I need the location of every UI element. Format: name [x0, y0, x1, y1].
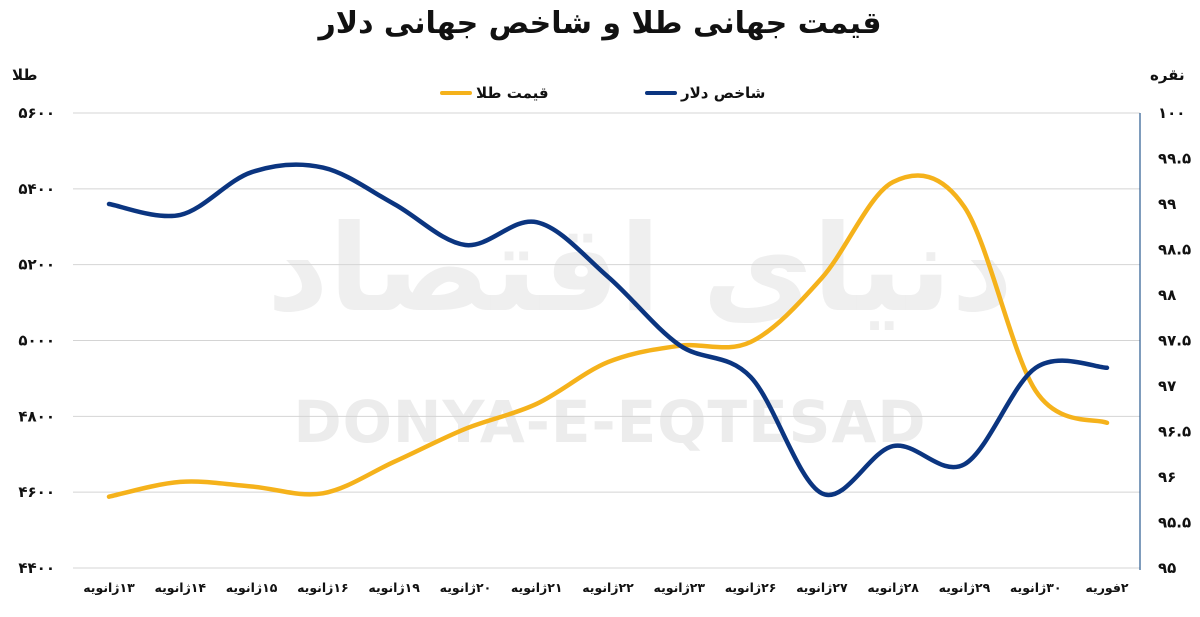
- x-tick-label: ۲۲ژانویه: [582, 580, 634, 595]
- right-tick-label: ۹۶.۵: [1158, 423, 1191, 441]
- legend-item-dollar[interactable]: شاخص دلار: [645, 84, 765, 102]
- x-tick-label: ۱۴ژانویه: [155, 580, 207, 595]
- right-axis-ticks: ۱۰۰ ۹۹.۵ ۹۹ ۹۸.۵ ۹۸ ۹۷.۵ ۹۷ ۹۶.۵ ۹۶ ۹۵.۵ ۹۵: [1158, 104, 1191, 577]
- left-tick-label: ۴۴۰۰: [18, 559, 55, 577]
- right-tick-label: ۱۰۰: [1158, 104, 1185, 122]
- left-tick-label: ۴۶۰۰: [18, 483, 55, 501]
- x-tick-label: ۱۵ژانویه: [226, 580, 278, 595]
- right-tick-label: ۹۹: [1158, 195, 1176, 213]
- dollar-index-line[interactable]: [106, 162, 1110, 498]
- watermark-fa: دنیای اقتصاد: [267, 200, 1013, 339]
- x-tick-label: ۱۹ژانویه: [368, 580, 420, 595]
- right-tick-label: ۹۸.۵: [1158, 241, 1191, 259]
- x-tick-label: ۲۹ژانویه: [939, 580, 991, 595]
- right-tick-label: ۹۸: [1158, 286, 1176, 304]
- x-axis-ticks: ۱۳ژانویه ۱۴ژانویه ۱۵ژانویه ۱۶ژانویه ۱۹ژانویه…: [83, 580, 1129, 595]
- left-tick-label: ۴۸۰۰: [18, 407, 55, 425]
- x-tick-label: ۲۶ژانویه: [725, 580, 777, 595]
- legend-item-gold[interactable]: قیمت طلا: [440, 84, 549, 102]
- x-tick-label: ۳۰ژانویه: [1010, 580, 1062, 595]
- left-tick-label: ۵۰۰۰: [18, 332, 55, 350]
- x-tick-label: ۲۳ژانویه: [654, 580, 706, 595]
- legend-swatch-dollar: [645, 91, 677, 95]
- x-tick-label: ۲۱ژانویه: [511, 580, 563, 595]
- gold-price-line[interactable]: [106, 173, 1110, 499]
- x-tick-label: ۲فوریه: [1085, 580, 1129, 595]
- gridlines: [73, 112, 1140, 569]
- watermark-en: DONYA-E-EQTESAD: [293, 388, 926, 456]
- left-tick-label: ۵۲۰۰: [18, 256, 55, 274]
- x-tick-label: ۱۳ژانویه: [83, 580, 135, 595]
- right-tick-label: ۹۶: [1158, 468, 1176, 486]
- chart-title: قیمت جهانی طلا و شاخص جهانی دلار: [318, 6, 882, 41]
- right-tick-label: ۹۵: [1158, 559, 1176, 577]
- x-tick-label: ۱۶ژانویه: [297, 580, 349, 595]
- x-tick-label: ۲۰ژانویه: [440, 580, 492, 595]
- legend-swatch-gold: [440, 91, 472, 95]
- x-tick-label: ۲۸ژانویه: [867, 580, 919, 595]
- legend-label-gold: قیمت طلا: [476, 84, 549, 102]
- left-tick-label: ۵۴۰۰: [18, 180, 55, 198]
- legend-label-dollar: شاخص دلار: [681, 84, 766, 102]
- right-tick-label: ۹۹.۵: [1158, 150, 1191, 168]
- left-axis-label: طلا: [12, 66, 38, 84]
- right-tick-label: ۹۷.۵: [1158, 332, 1191, 350]
- left-axis-ticks: ۵۶۰۰ ۵۴۰۰ ۵۲۰۰ ۵۰۰۰ ۴۸۰۰ ۴۶۰۰ ۴۴۰۰: [18, 104, 55, 577]
- right-tick-label: ۹۷: [1158, 377, 1176, 395]
- right-tick-label: ۹۵.۵: [1158, 514, 1191, 532]
- watermark: دنیای اقتصاد DONYA-E-EQTESAD: [267, 200, 1013, 456]
- right-axis-label: نقره: [1150, 66, 1185, 84]
- left-tick-label: ۵۶۰۰: [18, 104, 55, 122]
- legend: شاخص دلار قیمت طلا: [0, 84, 1200, 106]
- x-tick-label: ۲۷ژانویه: [796, 580, 848, 595]
